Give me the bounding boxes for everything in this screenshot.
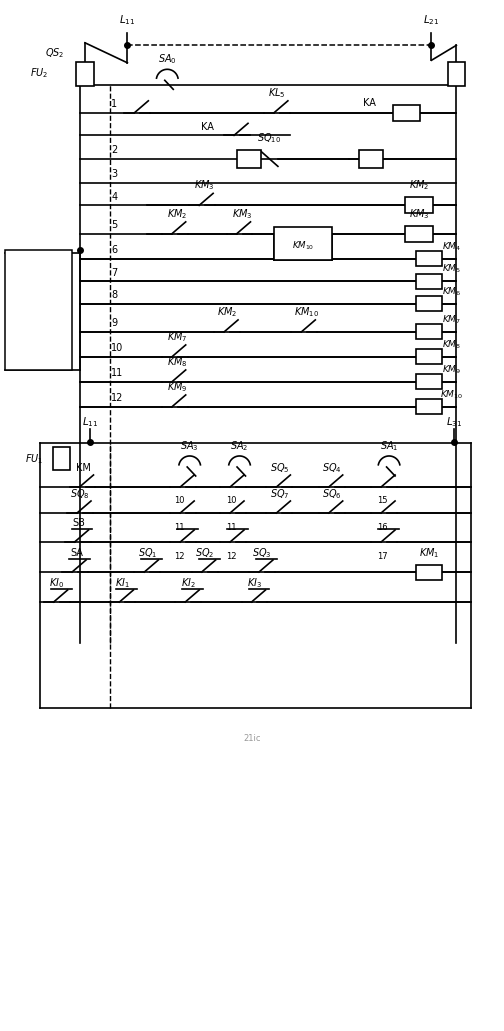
- Text: $KI_2$: $KI_2$: [181, 576, 196, 590]
- Bar: [405, 197, 433, 213]
- Text: 10: 10: [174, 497, 185, 505]
- Text: $FU_2$: $FU_2$: [30, 66, 48, 79]
- Text: $SA_1$: $SA_1$: [380, 439, 398, 453]
- Text: $SQ_5$: $SQ_5$: [270, 461, 289, 475]
- Text: $KM_1$: $KM_1$: [419, 546, 439, 560]
- Text: $SA_2$: $SA_2$: [230, 439, 249, 453]
- Text: 8: 8: [111, 291, 117, 300]
- Bar: [416, 325, 442, 339]
- Text: 5: 5: [111, 221, 118, 230]
- Text: 12: 12: [226, 552, 236, 561]
- Bar: [416, 350, 442, 364]
- Text: 17: 17: [377, 552, 388, 561]
- Text: 3: 3: [111, 169, 117, 179]
- Text: $SQ_3$: $SQ_3$: [252, 546, 272, 560]
- Bar: [76, 62, 94, 86]
- Text: $KM_3$: $KM_3$: [195, 178, 215, 192]
- Text: 7: 7: [111, 268, 118, 278]
- Text: $SQ_2$: $SQ_2$: [195, 546, 214, 560]
- Bar: [416, 399, 442, 414]
- Text: $KM_3$: $KM_3$: [232, 207, 253, 221]
- Text: $KM_4$: $KM_4$: [442, 240, 461, 253]
- Text: SB: SB: [72, 518, 85, 528]
- Text: $KI_3$: $KI_3$: [247, 576, 262, 590]
- Bar: [416, 274, 442, 289]
- Text: $KM_2$: $KM_2$: [8, 302, 20, 319]
- Text: 10: 10: [226, 497, 236, 505]
- Text: $KM_3$: $KM_3$: [27, 302, 40, 319]
- Text: 9: 9: [111, 319, 117, 329]
- Text: $KM_{10}$: $KM_{10}$: [294, 305, 320, 319]
- Text: $SA_0$: $SA_0$: [158, 53, 176, 66]
- Text: 16: 16: [377, 523, 388, 532]
- Text: $FU_1$: $FU_1$: [25, 452, 43, 466]
- Bar: [405, 226, 433, 242]
- Text: $KM_6$: $KM_6$: [442, 286, 461, 298]
- Text: 11: 11: [111, 368, 123, 378]
- Bar: [416, 374, 442, 390]
- Text: 11: 11: [174, 523, 185, 532]
- Text: $KM_4$: $KM_4$: [47, 302, 60, 320]
- Bar: [393, 105, 420, 121]
- Bar: [5, 251, 72, 370]
- Text: 12: 12: [111, 394, 124, 403]
- Text: $L_{11}$: $L_{11}$: [82, 415, 98, 429]
- Bar: [416, 296, 442, 311]
- Text: 12: 12: [174, 552, 185, 561]
- Bar: [53, 447, 71, 470]
- Text: $KI_0$: $KI_0$: [49, 576, 64, 590]
- Text: $KM_2$: $KM_2$: [167, 207, 187, 221]
- Text: $L_{11}$: $L_{11}$: [119, 13, 136, 27]
- Text: $SQ_8$: $SQ_8$: [70, 487, 90, 501]
- Text: 21ic: 21ic: [243, 734, 261, 742]
- Text: $SQ_6$: $SQ_6$: [322, 487, 342, 501]
- Text: $L_{21}$: $L_{21}$: [423, 13, 439, 27]
- Text: $KM_8$: $KM_8$: [442, 338, 461, 351]
- Text: $KM_9$: $KM_9$: [442, 363, 461, 375]
- Text: 15: 15: [377, 497, 388, 505]
- Text: $L_{31}$: $L_{31}$: [446, 415, 462, 429]
- Text: 1: 1: [111, 99, 117, 109]
- Text: SA: SA: [70, 548, 83, 558]
- Text: $SQ_4$: $SQ_4$: [322, 461, 342, 475]
- Text: $KM_2$: $KM_2$: [409, 178, 429, 192]
- Text: 11: 11: [226, 523, 236, 532]
- Text: $KM_7$: $KM_7$: [167, 330, 187, 343]
- Text: KM: KM: [76, 463, 91, 473]
- Text: $SQ_7$: $SQ_7$: [270, 487, 289, 501]
- Text: 6: 6: [111, 245, 117, 256]
- Text: 2: 2: [111, 145, 118, 156]
- Text: 10: 10: [111, 343, 123, 354]
- Text: $KM_{10}$: $KM_{10}$: [292, 240, 314, 253]
- Text: $KM_7$: $KM_7$: [442, 313, 461, 326]
- Text: $KM_3$: $KM_3$: [409, 207, 429, 221]
- Text: $KL_5$: $KL_5$: [268, 86, 286, 100]
- Text: $QS_2$: $QS_2$: [45, 46, 65, 60]
- Text: KA: KA: [201, 122, 214, 132]
- Bar: [448, 62, 465, 86]
- Text: $SQ_{10}$: $SQ_{10}$: [258, 131, 282, 144]
- Text: $KM_8$: $KM_8$: [167, 355, 187, 369]
- Text: $KM_{10}$: $KM_{10}$: [439, 389, 463, 401]
- Text: $KI_1$: $KI_1$: [115, 576, 130, 590]
- Bar: [416, 252, 442, 266]
- Text: $SQ_1$: $SQ_1$: [138, 546, 157, 560]
- Text: $SA_3$: $SA_3$: [180, 439, 199, 453]
- Text: KA: KA: [363, 98, 375, 108]
- Text: $KM_9$: $KM_9$: [167, 380, 187, 394]
- Text: $KM_5$: $KM_5$: [442, 263, 461, 275]
- Bar: [416, 565, 442, 579]
- Bar: [275, 228, 332, 260]
- Text: $KM_2$: $KM_2$: [217, 305, 237, 319]
- Bar: [237, 149, 261, 168]
- Text: 4: 4: [111, 192, 117, 202]
- Bar: [359, 149, 383, 168]
